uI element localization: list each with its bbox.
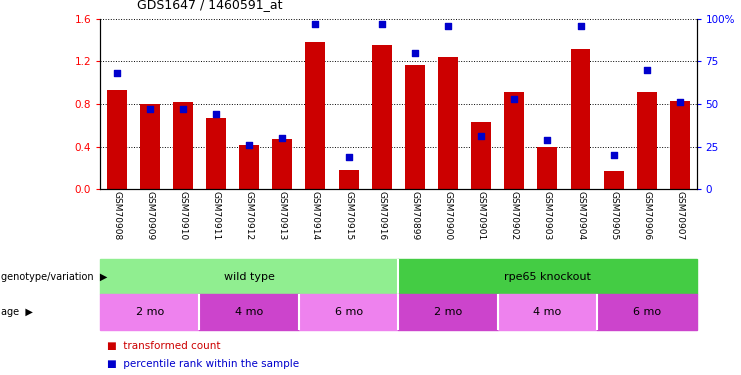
- Bar: [100, 259, 399, 294]
- Bar: [399, 294, 498, 330]
- Text: GSM70900: GSM70900: [444, 192, 453, 241]
- Point: [674, 99, 686, 105]
- Bar: [239, 145, 259, 189]
- Point: [608, 152, 619, 158]
- Bar: [637, 92, 657, 189]
- Bar: [305, 42, 325, 189]
- Point: [641, 67, 653, 73]
- Point: [542, 137, 554, 143]
- Point: [177, 106, 189, 112]
- Text: GSM70910: GSM70910: [179, 192, 187, 241]
- Text: age  ▶: age ▶: [1, 307, 33, 317]
- Text: GDS1647 / 1460591_at: GDS1647 / 1460591_at: [137, 0, 282, 11]
- Point: [475, 134, 487, 140]
- Bar: [537, 147, 557, 189]
- Text: GSM70913: GSM70913: [278, 192, 287, 241]
- Point: [376, 21, 388, 27]
- Bar: [571, 49, 591, 189]
- Text: GSM70915: GSM70915: [344, 192, 353, 241]
- Bar: [206, 118, 226, 189]
- Bar: [339, 170, 359, 189]
- Point: [409, 50, 421, 56]
- Text: GSM70908: GSM70908: [112, 192, 121, 241]
- Text: GSM70905: GSM70905: [609, 192, 618, 241]
- Bar: [438, 57, 458, 189]
- Text: GSM70909: GSM70909: [145, 192, 154, 241]
- Bar: [670, 101, 690, 189]
- Text: GSM70902: GSM70902: [510, 192, 519, 241]
- Point: [210, 111, 222, 117]
- Text: rpe65 knockout: rpe65 knockout: [504, 272, 591, 282]
- Bar: [173, 102, 193, 189]
- Bar: [498, 294, 597, 330]
- Bar: [505, 92, 524, 189]
- Text: GSM70903: GSM70903: [543, 192, 552, 241]
- Text: 2 mo: 2 mo: [434, 307, 462, 317]
- Bar: [604, 171, 624, 189]
- Bar: [100, 294, 199, 330]
- Text: 6 mo: 6 mo: [633, 307, 661, 317]
- Point: [110, 70, 122, 76]
- Text: 4 mo: 4 mo: [534, 307, 562, 317]
- Bar: [399, 259, 697, 294]
- Text: ■  percentile rank within the sample: ■ percentile rank within the sample: [107, 359, 299, 369]
- Text: GSM70904: GSM70904: [576, 192, 585, 241]
- Text: 2 mo: 2 mo: [136, 307, 164, 317]
- Text: GSM70911: GSM70911: [211, 192, 221, 241]
- Bar: [273, 139, 292, 189]
- Text: GSM70906: GSM70906: [642, 192, 651, 241]
- Text: genotype/variation  ▶: genotype/variation ▶: [1, 272, 108, 282]
- Bar: [471, 122, 491, 189]
- Text: 4 mo: 4 mo: [235, 307, 263, 317]
- Bar: [140, 104, 160, 189]
- Text: GSM70916: GSM70916: [377, 192, 386, 241]
- Point: [342, 154, 354, 160]
- Text: wild type: wild type: [224, 272, 275, 282]
- Text: GSM70907: GSM70907: [676, 192, 685, 241]
- Point: [144, 106, 156, 112]
- Bar: [299, 294, 399, 330]
- Point: [442, 22, 454, 28]
- Point: [574, 22, 586, 28]
- Bar: [597, 294, 697, 330]
- Point: [276, 135, 288, 141]
- Text: ■  transformed count: ■ transformed count: [107, 341, 221, 351]
- Point: [243, 142, 255, 148]
- Text: 6 mo: 6 mo: [334, 307, 362, 317]
- Text: GSM70914: GSM70914: [311, 192, 320, 241]
- Bar: [107, 90, 127, 189]
- Bar: [372, 45, 392, 189]
- Text: GSM70899: GSM70899: [411, 192, 419, 241]
- Bar: [199, 294, 299, 330]
- Bar: [405, 64, 425, 189]
- Text: GSM70912: GSM70912: [245, 192, 253, 241]
- Point: [508, 96, 520, 102]
- Text: GSM70901: GSM70901: [476, 192, 485, 241]
- Point: [310, 21, 322, 27]
